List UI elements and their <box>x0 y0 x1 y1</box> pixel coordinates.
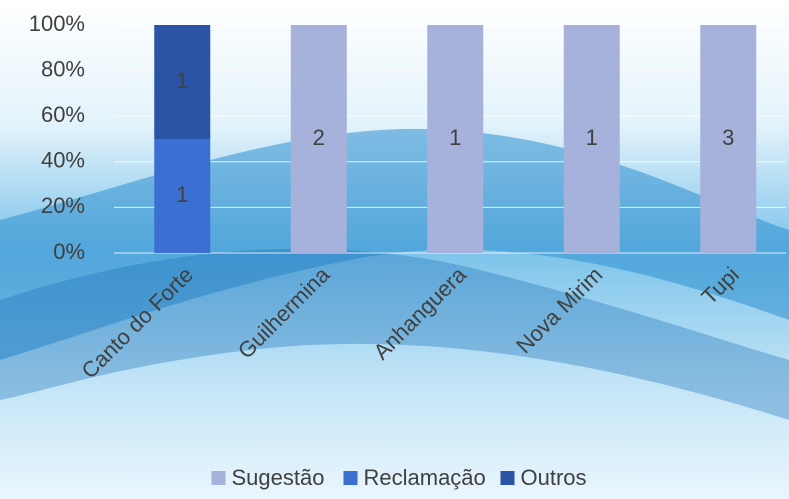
y-tick-label: 80% <box>41 56 85 81</box>
legend-label: Reclamação <box>364 465 486 490</box>
legend-label: Outros <box>521 465 587 490</box>
data-label: 1 <box>449 125 461 150</box>
data-label: 1 <box>586 125 598 150</box>
bar-segment <box>290 25 347 253</box>
bar-segment <box>154 139 211 253</box>
data-label: 2 <box>313 125 325 150</box>
y-tick-label: 100% <box>29 11 85 36</box>
legend-label: Sugestão <box>232 465 325 490</box>
y-tick-label: 60% <box>41 102 85 127</box>
legend-swatch <box>343 471 358 485</box>
bar-segment <box>700 25 757 253</box>
data-label: 1 <box>176 68 188 93</box>
legend-swatch <box>211 471 226 485</box>
bar-segment <box>154 25 211 139</box>
y-tick-label: 40% <box>41 148 85 173</box>
y-tick-label: 20% <box>41 193 85 218</box>
bar-segment <box>427 25 484 253</box>
y-tick-label: 0% <box>53 239 85 264</box>
wave <box>0 248 789 420</box>
data-label: 3 <box>722 125 734 150</box>
bar-segment <box>563 25 620 253</box>
legend-swatch <box>500 471 515 485</box>
data-label: 1 <box>176 182 188 207</box>
